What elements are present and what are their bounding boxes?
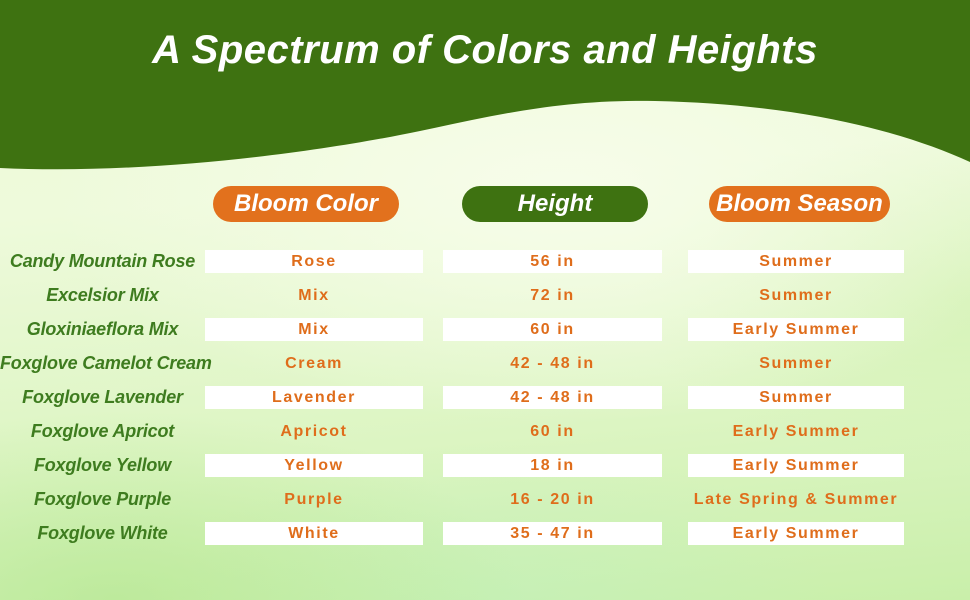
bloom-color-cell: White	[205, 522, 423, 545]
bloom-season-cell: Early Summer	[688, 318, 904, 341]
bloom-color-cell: Lavender	[205, 386, 423, 409]
column-header-height: Height	[462, 186, 648, 222]
variety-name: Foxglove Lavender	[22, 387, 183, 407]
bloom-season-cell: Summer	[759, 287, 833, 304]
table-row: Foxglove Lavender Lavender 42 - 48 in Su…	[0, 386, 970, 409]
height-cell: 42 - 48 in	[443, 386, 662, 409]
height-cell: 56 in	[443, 250, 662, 273]
bloom-season-cell: Early Summer	[688, 522, 904, 545]
table-row: Foxglove Camelot Cream Cream 42 - 48 in …	[0, 352, 970, 375]
variety-name: Foxglove Apricot	[30, 421, 175, 441]
bloom-season-cell: Late Spring & Summer	[693, 491, 899, 508]
bloom-season-cell: Early Summer	[732, 423, 860, 440]
height-cell: 18 in	[443, 454, 662, 477]
variety-name: Gloxiniaeflora Mix	[26, 319, 179, 339]
bloom-color-cell: Apricot	[280, 423, 348, 440]
bloom-color-cell: Mix	[298, 287, 330, 304]
height-cell: 60 in	[443, 318, 662, 341]
variety-name: Foxglove Yellow	[33, 455, 172, 475]
table-row: Foxglove White White 35 - 47 in Early Su…	[0, 522, 970, 545]
bloom-season-cell: Summer	[759, 355, 833, 372]
variety-name: Foxglove White	[37, 523, 168, 543]
table-row: Foxglove Purple Purple 16 - 20 in Late S…	[0, 488, 970, 511]
table-row: Gloxiniaeflora Mix Mix 60 in Early Summe…	[0, 318, 970, 341]
table-row: Excelsior Mix Mix 72 in Summer	[0, 284, 970, 307]
bloom-color-cell: Purple	[284, 491, 344, 508]
column-header-bloom-season: Bloom Season	[709, 186, 890, 222]
height-cell: 35 - 47 in	[443, 522, 662, 545]
variety-name: Excelsior Mix	[46, 285, 159, 305]
bloom-season-cell: Summer	[688, 386, 904, 409]
variety-name: Foxglove Camelot Cream	[0, 353, 212, 373]
bloom-color-cell: Mix	[205, 318, 423, 341]
table-row: Foxglove Yellow Yellow 18 in Early Summe…	[0, 454, 970, 477]
header-wave-band	[0, 0, 970, 170]
height-cell: 42 - 48 in	[510, 355, 595, 372]
height-cell: 72 in	[530, 287, 575, 304]
variety-name: Candy Mountain Rose	[9, 251, 196, 271]
variety-name: Foxglove Purple	[33, 489, 172, 509]
bloom-color-cell: Cream	[285, 355, 343, 372]
varieties-table: Candy Mountain Rose Rose 56 in Summer Ex…	[0, 250, 970, 556]
bloom-color-cell: Yellow	[205, 454, 423, 477]
page-title: A Spectrum of Colors and Heights	[152, 28, 818, 72]
column-header-bloom-color: Bloom Color	[213, 186, 399, 222]
bloom-color-cell: Rose	[205, 250, 423, 273]
height-cell: 16 - 20 in	[510, 491, 595, 508]
bloom-season-cell: Early Summer	[688, 454, 904, 477]
table-row: Candy Mountain Rose Rose 56 in Summer	[0, 250, 970, 273]
height-cell: 60 in	[530, 423, 575, 440]
table-row: Foxglove Apricot Apricot 60 in Early Sum…	[0, 420, 970, 443]
bloom-season-cell: Summer	[688, 250, 904, 273]
